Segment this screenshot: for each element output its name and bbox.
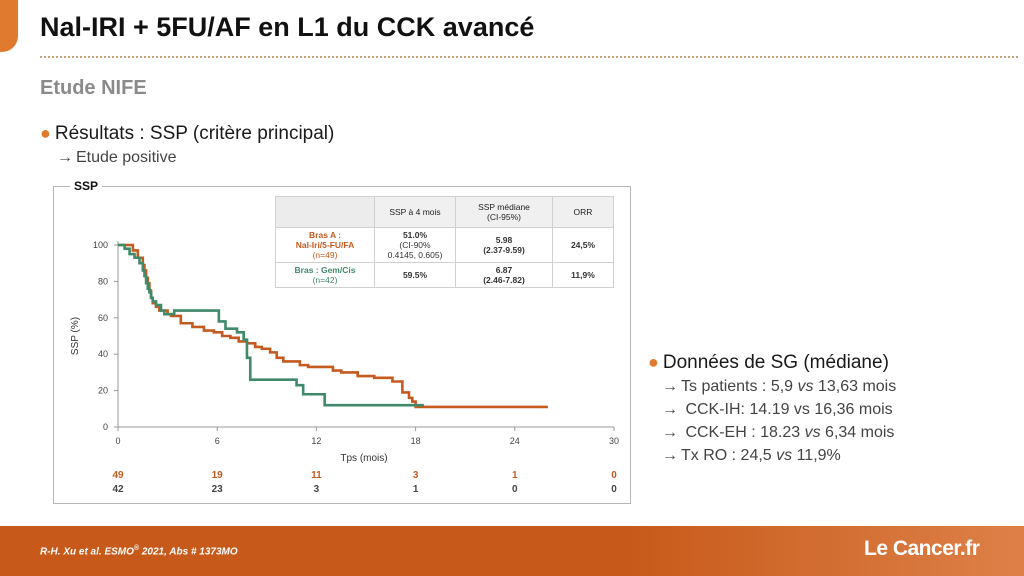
y-tick-label: 60 xyxy=(98,313,108,323)
y-axis-label: SSP (%) xyxy=(70,317,81,355)
x-axis-label: Tps (mois) xyxy=(340,453,387,464)
citation: R-H. Xu et al. ESMO® 2021, Abs # 1373MO xyxy=(40,545,238,558)
arm-b-orr: 11,9% xyxy=(552,262,614,288)
chart-label: SSP xyxy=(70,179,103,193)
y-tick-label: 100 xyxy=(93,240,108,250)
arrow-icon: → xyxy=(662,424,678,441)
bullet-os-text: Données de SG (médiane) xyxy=(662,352,889,373)
y-tick-label: 20 xyxy=(98,386,108,396)
os-item: → Tx RO : 24,5 vs 11,9% xyxy=(662,447,841,464)
arm-a-median: 5.98 (2.37-9.59) xyxy=(455,227,553,263)
x-tick-label: 24 xyxy=(510,436,520,446)
y-tick-label: 0 xyxy=(103,422,108,432)
at-risk-arm_b: 42 xyxy=(112,484,124,495)
bullet-results-sub: → Etude positive xyxy=(57,149,177,167)
x-tick-label: 18 xyxy=(411,436,421,446)
y-tick-label: 40 xyxy=(98,349,108,359)
slide-title: Nal-IRI + 5FU/AF en L1 du CCK avancé xyxy=(40,12,535,42)
at-risk-arm_b: 23 xyxy=(212,484,224,495)
arrow-icon: → xyxy=(662,447,678,464)
at-risk-table: 49 19 11 3 1 0 42 23 3 1 0 0 xyxy=(112,470,617,495)
table-corner xyxy=(275,196,375,228)
at-risk-arm_b: 0 xyxy=(512,484,518,495)
x-tick-label: 6 xyxy=(215,436,220,446)
at-risk-arm_a: 11 xyxy=(311,470,322,481)
os-item: → CCK-EH : 18.23 vs 6,34 mois xyxy=(662,424,895,441)
at-risk-arm_a: 3 xyxy=(413,470,419,481)
table-header-pfs4: SSP à 4 mois xyxy=(374,196,456,228)
table-row: Bras A : Nal-Iri/5-FU/FA (n=49) 51.0% (CI-9… xyxy=(275,227,614,263)
at-risk-arm_b: 1 xyxy=(413,484,419,495)
at-risk-arm_a: 0 xyxy=(611,470,617,481)
at-risk-arm_b: 3 xyxy=(314,484,320,495)
at-risk-arm_b: 0 xyxy=(611,484,617,495)
series-line-arm-b xyxy=(118,243,424,407)
os-item: → CCK-IH: 14.19 vs 16,36 mois xyxy=(662,401,893,418)
lecancer-logo: Le Cancer.fr xyxy=(864,537,980,560)
bullet-results: ● Résultats : SSP (critère principal) xyxy=(40,123,334,145)
arm-a-pfs4: 51.0% (CI-90% 0.4145, 0.605) xyxy=(374,227,456,263)
table-header-median: SSP médiane (CI-95%) xyxy=(455,196,553,228)
chart-curves xyxy=(118,243,548,409)
arm-a-orr: 24,5% xyxy=(552,227,614,263)
arrow-icon: → xyxy=(662,401,678,418)
chart-axes: 0 6 12 18 24 30 0 20 40 60 80 100 Tps (mois) SSP (%) xyxy=(70,240,619,464)
at-risk-arm_a: 19 xyxy=(212,470,224,481)
bullet-results-sub-text: Etude positive xyxy=(76,149,177,166)
os-item: → Ts patients : 5,9 vs 13,63 mois xyxy=(662,378,897,395)
at-risk-arm_a: 49 xyxy=(112,470,124,481)
table-row: Bras : Gem/Cis (n=42) 59.5% 6.87 (2.46-7.8… xyxy=(275,262,614,288)
arrow-icon: → xyxy=(662,378,678,395)
results-table: SSP à 4 mois SSP médiane (CI-95%) ORR Bra… xyxy=(275,196,614,288)
title-divider xyxy=(40,56,1018,58)
arm-b-median: 6.87 (2.46-7.82) xyxy=(455,262,553,288)
arm-a-label: Bras A : Nal-Iri/5-FU/FA (n=49) xyxy=(275,227,375,263)
bullet-results-text: Résultats : SSP (critère principal) xyxy=(54,123,335,144)
x-tick-label: 30 xyxy=(609,436,619,446)
corner-tab xyxy=(0,0,18,52)
arrow-icon: → xyxy=(57,149,73,166)
at-risk-arm_a: 1 xyxy=(512,470,518,481)
bullet-os: ● Données de SG (médiane) xyxy=(648,352,889,374)
x-tick-label: 12 xyxy=(311,436,321,446)
y-tick-label: 80 xyxy=(98,276,108,286)
bullet-dot-icon: ● xyxy=(648,352,659,372)
slide-subtitle: Etude NIFE xyxy=(40,77,147,99)
bullet-dot-icon: ● xyxy=(40,123,51,143)
chart-frame xyxy=(53,186,631,504)
footer-bar xyxy=(0,526,1024,576)
table-header-orr: ORR xyxy=(552,196,614,228)
arm-b-label: Bras : Gem/Cis (n=42) xyxy=(275,262,375,288)
arm-b-pfs4: 59.5% xyxy=(374,262,456,288)
x-tick-label: 0 xyxy=(115,436,120,446)
